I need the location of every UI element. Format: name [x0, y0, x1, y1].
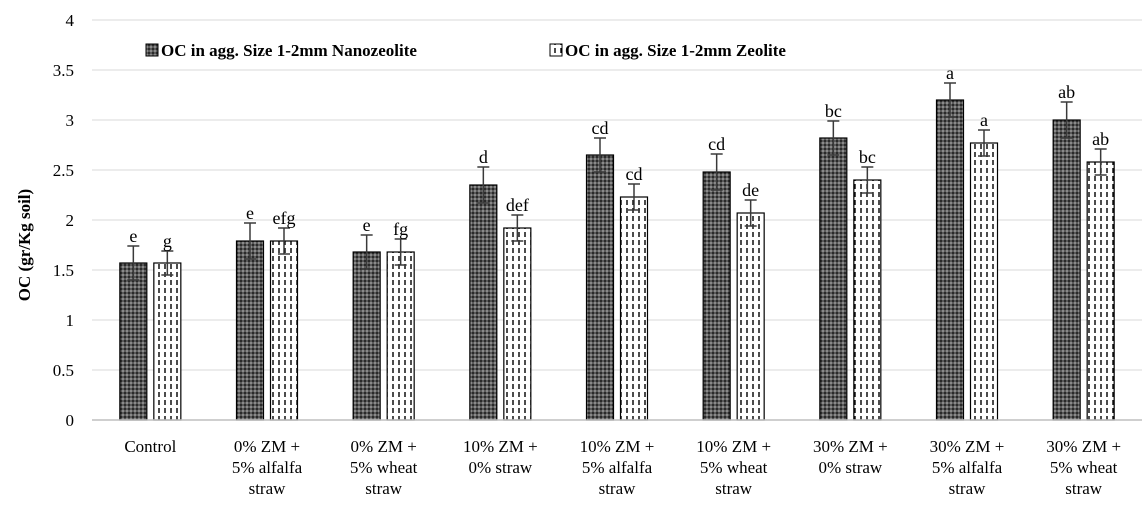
significance-label: ab	[1058, 82, 1075, 102]
y-tick-label: 2	[66, 211, 75, 230]
bar-zeolite	[619, 196, 649, 421]
bar-nanozeolite	[702, 171, 731, 421]
bar-nanozeolite	[935, 99, 965, 421]
bar-zeolite	[386, 251, 415, 421]
y-gridlines	[92, 19, 1142, 421]
legend-swatch	[549, 43, 563, 57]
y-axis: 0 0.5 1 1.5 2 2.5 3 3.5 4	[53, 11, 75, 430]
bar-zeolite	[736, 212, 765, 421]
legend-swatch	[145, 43, 159, 57]
significance-label: cd	[708, 134, 725, 154]
significance-label: cd	[592, 118, 609, 138]
y-tick-label: 3.5	[53, 61, 74, 80]
legend-label: OC in agg. Size 1-2mm Zeolite	[565, 41, 786, 60]
bar-nanozeolite	[119, 262, 148, 421]
bar-zeolite	[853, 179, 882, 421]
significance-label: a	[946, 63, 954, 83]
significance-label: bc	[859, 147, 876, 167]
bar-zeolite	[269, 240, 299, 421]
significance-label: d	[479, 147, 488, 167]
y-tick-label: 3	[66, 111, 75, 130]
significance-label: def	[506, 195, 529, 215]
significance-label: bc	[825, 101, 842, 121]
bar-zeolite	[153, 262, 182, 421]
significance-label: g	[163, 231, 172, 251]
x-tick-label: 30% ZM +5% wheat straw	[1046, 437, 1121, 498]
x-tick-label: 0% ZM +5% alfalfa straw	[232, 437, 303, 498]
significance-label: ab	[1092, 129, 1109, 149]
significance-label: cd	[626, 164, 643, 184]
y-tick-label: 1	[66, 311, 75, 330]
significance-label: e	[129, 226, 137, 246]
y-tick-label: 0.5	[53, 361, 74, 380]
significance-label: efg	[273, 208, 296, 228]
significance-label: e	[363, 215, 371, 235]
y-tick-label: 2.5	[53, 161, 74, 180]
bar-zeolite	[503, 227, 532, 421]
legend: OC in agg. Size 1-2mm Nanozeolite OC in a…	[145, 41, 786, 60]
bar-nanozeolite	[585, 154, 615, 421]
bar-zeolite	[969, 142, 999, 421]
bar-nanozeolite	[469, 184, 498, 421]
x-tick-label: 10% ZM +5% alfalfa straw	[580, 437, 655, 498]
x-tick-label: 10% ZM +5% wheat straw	[696, 437, 771, 498]
y-tick-label: 0	[66, 411, 75, 430]
significance-label: e	[246, 203, 254, 223]
y-tick-label: 1.5	[53, 261, 74, 280]
bar-nanozeolite	[352, 251, 381, 421]
x-tick-label: 30% ZM +0% straw	[813, 437, 888, 477]
significance-label: fg	[393, 219, 408, 239]
y-axis-title: OC (gr/Kg soil)	[15, 189, 34, 301]
x-tick-label: Control	[124, 437, 176, 456]
x-axis: Control 0% ZM +5% alfalfa straw 0% ZM +5% w…	[92, 419, 1142, 498]
legend-label: OC in agg. Size 1-2mm Nanozeolite	[161, 41, 417, 60]
bar-nanozeolite	[819, 137, 848, 421]
x-tick-label: 0% ZM +5% wheat straw	[350, 437, 418, 498]
bar-zeolite	[1086, 161, 1115, 421]
y-tick-label: 4	[66, 11, 75, 30]
bar-nanozeolite	[235, 240, 265, 421]
significance-label: a	[980, 110, 988, 130]
x-tick-label: 10% ZM +0% straw	[463, 437, 538, 477]
bar-nanozeolite	[1052, 119, 1081, 421]
x-tick-label: 30% ZM +5% alfalfa straw	[930, 437, 1005, 498]
significance-label: de	[742, 180, 759, 200]
